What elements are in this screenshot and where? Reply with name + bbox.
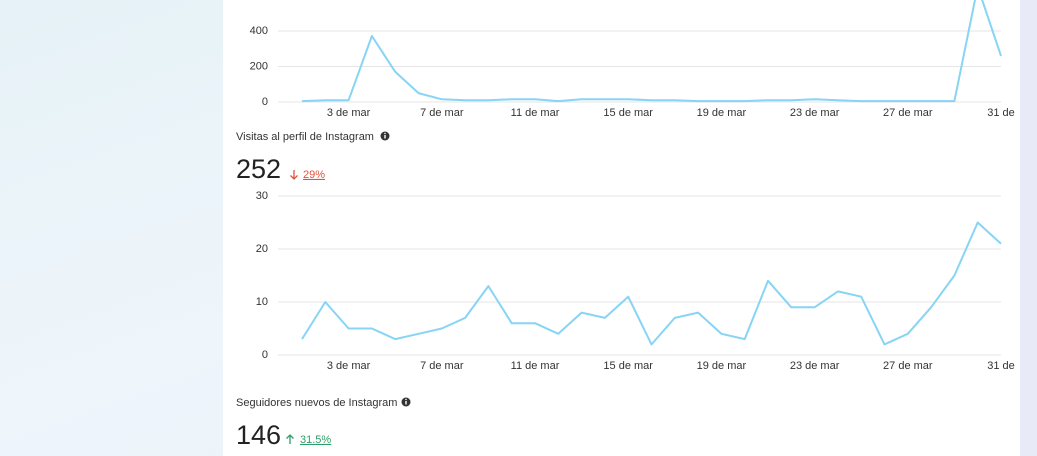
x-tick-label: 19 de mar xyxy=(697,107,747,119)
y-tick-label: 10 xyxy=(256,296,268,308)
x-tick-label: 23 de mar xyxy=(790,360,840,372)
info-icon xyxy=(401,397,411,407)
y-tick-label: 0 xyxy=(262,96,268,108)
change: 29% xyxy=(303,169,325,181)
x-tick-label: 3 de mar xyxy=(327,360,371,372)
y-tick-label: 30 xyxy=(256,190,268,202)
x-tick-label: 7 de mar xyxy=(420,107,464,119)
y-tick-label: 0 xyxy=(262,349,268,361)
x-tick-label: 19 de mar xyxy=(697,360,747,372)
x-tick-label: 23 de mar xyxy=(790,107,840,119)
x-tick-label: 15 de mar xyxy=(603,107,653,119)
data-line xyxy=(301,0,1002,103)
y-tick-label: 20 xyxy=(256,243,268,255)
data-line xyxy=(301,221,1002,346)
y-tick-label: 200 xyxy=(250,60,268,72)
x-tick-label: 31 de xyxy=(987,360,1015,372)
x-tick-label: 3 de mar xyxy=(327,107,371,119)
x-tick-label: 15 de mar xyxy=(603,360,653,372)
up-arrow xyxy=(286,434,294,444)
x-tick-label: 27 de mar xyxy=(883,360,933,372)
summary-change: 31.5% xyxy=(300,434,331,446)
down-arrow xyxy=(290,170,298,180)
total: 252 xyxy=(236,154,281,184)
summary-total: 146 xyxy=(236,420,281,450)
x-tick-label: 11 de mar xyxy=(511,107,560,119)
x-tick-label: 7 de mar xyxy=(420,360,464,372)
charts: Visitas al perfil de Instagram 252 29% S… xyxy=(236,0,1015,450)
x-tick-label: 27 de mar xyxy=(883,107,933,119)
y-tick-label: 400 xyxy=(250,25,268,37)
x-tick-label: 31 de xyxy=(987,107,1015,119)
x-tick-label: 11 de mar xyxy=(511,360,560,372)
chart-title: Visitas al perfil de Instagram xyxy=(236,131,374,143)
side-strip xyxy=(1020,0,1037,456)
card: Visitas al perfil de Instagram 252 29% S… xyxy=(223,0,1020,456)
info-icon xyxy=(380,131,390,141)
summary-title: Seguidores nuevos de Instagram xyxy=(236,397,397,409)
